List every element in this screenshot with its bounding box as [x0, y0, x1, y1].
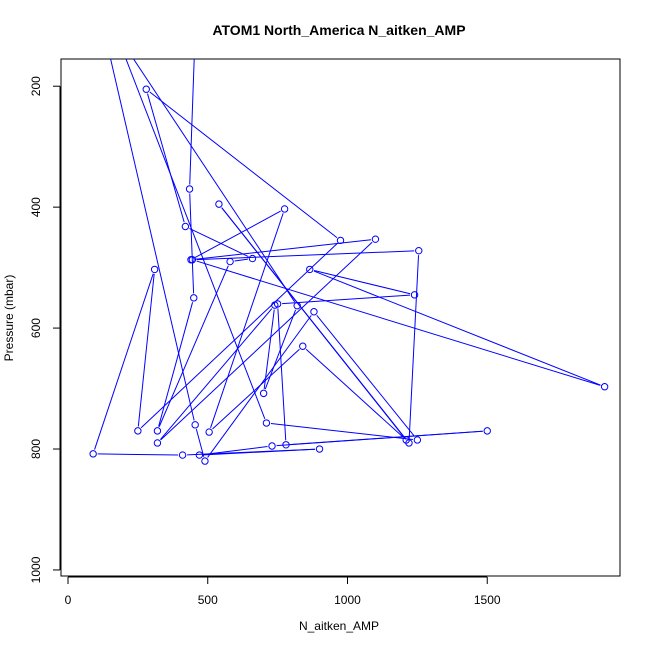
series-segment — [196, 250, 415, 261]
plot-area — [60, 29, 621, 577]
data-point — [336, 236, 345, 245]
series-segment — [313, 270, 601, 386]
data-point — [259, 389, 268, 398]
series-segment — [207, 315, 312, 458]
y-tick-label: 800 — [29, 439, 43, 459]
x-axis-title: N_aitken_AMP — [299, 619, 379, 633]
series-segment — [160, 241, 373, 441]
data-point — [185, 185, 194, 193]
data-point — [371, 235, 380, 243]
data-point — [192, 29, 198, 35]
data-point — [282, 441, 290, 449]
series-segment — [137, 273, 155, 427]
series-segment — [316, 314, 415, 437]
data-point — [150, 265, 159, 274]
series-segment — [125, 59, 266, 419]
series-segment — [277, 308, 287, 441]
y-tick-label: 1000 — [29, 556, 43, 583]
series-segment — [189, 193, 195, 294]
x-tick-label: 0 — [65, 593, 72, 607]
series-segment — [132, 59, 296, 303]
plot-frame — [60, 58, 621, 577]
chart-title: ATOM1 North_America N_aitken_AMP — [212, 22, 465, 38]
series-segment — [305, 348, 404, 438]
series-segment — [159, 308, 273, 440]
series-segment — [147, 93, 185, 223]
data-point — [191, 421, 199, 429]
series-segment — [282, 294, 411, 305]
data-point — [142, 85, 150, 93]
data-point — [299, 342, 307, 350]
data-point — [101, 29, 107, 35]
data-point — [112, 29, 118, 35]
data-point — [410, 291, 419, 299]
data-point — [89, 450, 97, 458]
data-point — [134, 427, 142, 435]
series-segment — [264, 309, 297, 390]
series-segment — [94, 273, 154, 450]
data-point — [315, 445, 324, 453]
data-point — [226, 257, 234, 266]
series-segment — [234, 258, 249, 262]
data-point — [201, 457, 209, 465]
series-layer — [89, 29, 609, 465]
series-segment — [195, 429, 205, 457]
series-segment — [290, 430, 483, 445]
series-segment — [221, 207, 404, 437]
data-point — [181, 222, 190, 231]
series-segment — [210, 213, 284, 428]
y-tick-label: 600 — [29, 318, 43, 338]
x-tick-label: 500 — [198, 593, 218, 607]
series-segment — [97, 453, 179, 456]
data-point — [153, 427, 162, 435]
series-segment — [194, 210, 281, 259]
x-tick-label: 1500 — [474, 593, 501, 607]
data-point — [415, 246, 423, 255]
y-axis-title: Pressure (mbar) — [2, 275, 16, 362]
data-point — [248, 254, 257, 263]
data-point — [293, 302, 301, 310]
data-point — [195, 451, 204, 459]
series-segment — [203, 448, 316, 456]
data-point — [153, 439, 162, 447]
data-point — [413, 436, 422, 444]
y-tick-label: 400 — [29, 197, 43, 217]
data-point — [483, 427, 491, 435]
x-tick-label: 1000 — [334, 593, 361, 607]
data-point — [402, 436, 410, 444]
data-point — [190, 294, 198, 302]
series-segment — [140, 243, 338, 429]
data-point — [187, 256, 195, 264]
data-point — [310, 308, 318, 316]
data-point — [280, 205, 289, 213]
data-point — [262, 419, 271, 427]
data-point — [205, 428, 213, 436]
series-segment — [314, 270, 411, 295]
series-segment — [149, 91, 338, 239]
data-point — [306, 265, 314, 274]
series-segment — [110, 59, 195, 421]
y-axis: 200 400 600 800 1000 — [29, 76, 61, 583]
data-point — [215, 200, 223, 208]
series-segment — [270, 423, 413, 440]
x-axis: 0 500 1000 1500 — [65, 576, 501, 607]
series-segment — [203, 446, 268, 456]
data-point — [268, 442, 276, 450]
series-segment — [189, 59, 195, 185]
series-segment — [212, 348, 300, 430]
series-segment — [263, 309, 275, 389]
data-point — [600, 383, 609, 391]
series-segment — [189, 227, 249, 258]
y-tick-label: 200 — [29, 76, 43, 96]
series-segment — [196, 260, 601, 386]
data-point — [178, 451, 187, 459]
series-segment — [408, 255, 420, 439]
data-point — [271, 301, 279, 309]
